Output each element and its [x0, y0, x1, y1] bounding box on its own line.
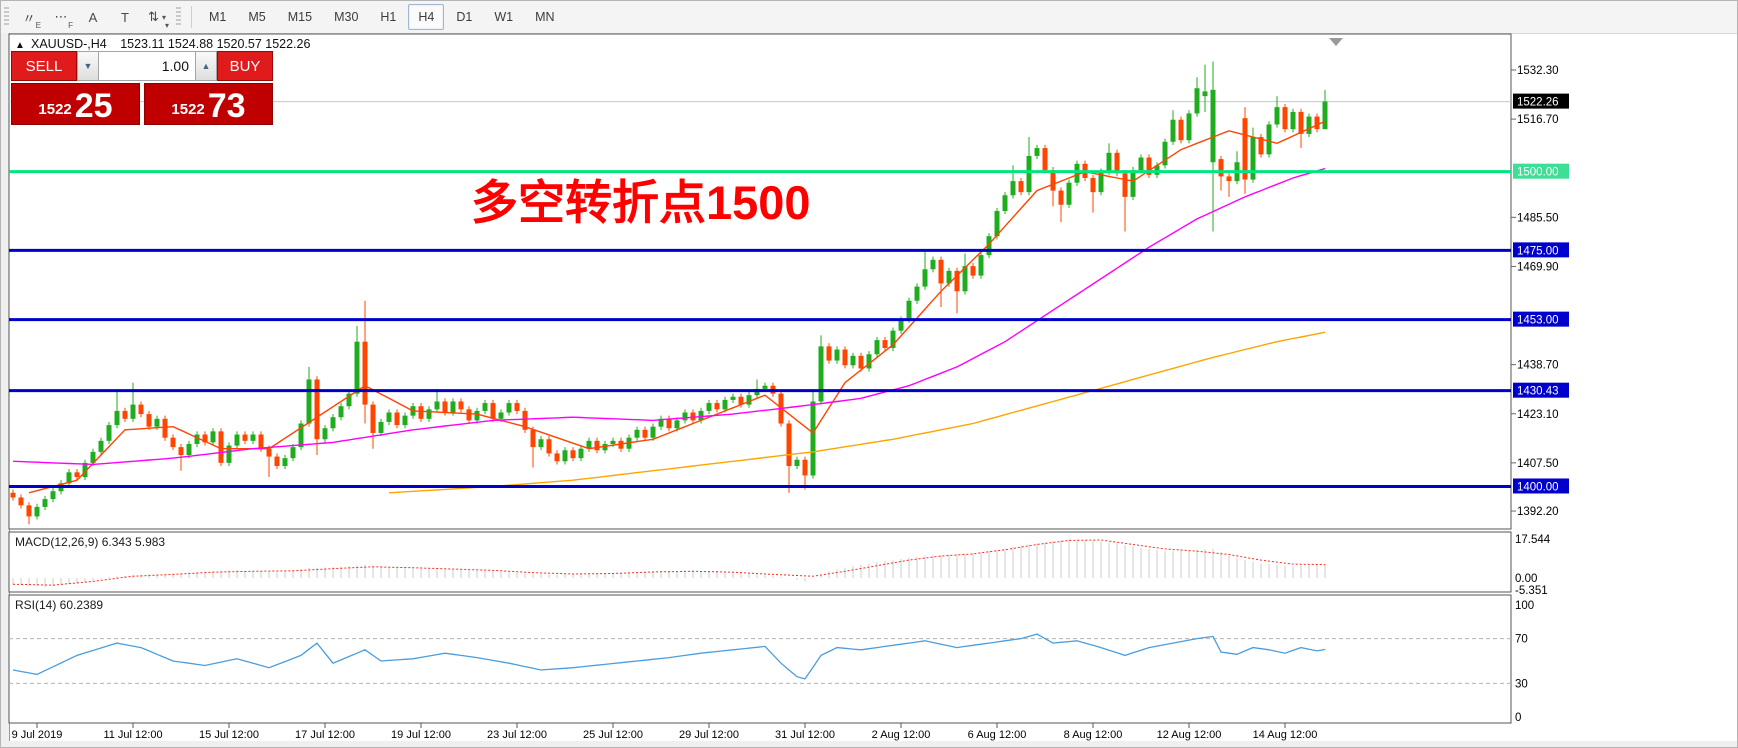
- toolbar-separator: [191, 6, 192, 28]
- ma-fast-line: [28, 120, 1326, 494]
- horizontal-level-lines[interactable]: [9, 170, 1511, 488]
- svg-text:9 Jul 2019: 9 Jul 2019: [12, 729, 63, 741]
- svg-text:70: 70: [1515, 634, 1528, 646]
- svg-text:23 Jul 12:00: 23 Jul 12:00: [487, 729, 547, 741]
- text-label-icon[interactable]: A: [88, 9, 98, 25]
- timeframe-button-group: M1 M5 M15 M30 H1 H4 D1 W1 MN: [198, 4, 566, 30]
- candlestick-series: [10, 61, 1328, 525]
- buy-price-pips: 73: [207, 86, 246, 125]
- window-bottom-frame: [1, 741, 1737, 747]
- expert-advisors-icon[interactable]: 〃 E: [22, 10, 41, 31]
- sell-button[interactable]: SELL: [11, 51, 77, 81]
- volume-decrease-button[interactable]: ▼: [77, 51, 99, 81]
- svg-text:19 Jul 12:00: 19 Jul 12:00: [391, 729, 451, 741]
- svg-text:12 Aug 12:00: 12 Aug 12:00: [1157, 729, 1222, 741]
- svg-text:1500.00: 1500.00: [1517, 167, 1559, 179]
- buy-price-base: 1522: [171, 101, 205, 118]
- arrow-tools-icon[interactable]: ⇅ ▾ ▾: [148, 9, 169, 30]
- svg-text:1400.00: 1400.00: [1517, 481, 1559, 493]
- svg-text:11 Jul 12:00: 11 Jul 12:00: [103, 729, 162, 741]
- volume-input[interactable]: [99, 51, 195, 81]
- timeframe-button-w1[interactable]: W1: [494, 10, 514, 24]
- svg-text:0: 0: [1515, 712, 1521, 724]
- timeframe-button-h1[interactable]: H1: [380, 10, 397, 24]
- timeframe-button-m1[interactable]: M1: [209, 10, 227, 24]
- buy-button[interactable]: BUY: [217, 51, 273, 81]
- svg-text:1423.10: 1423.10: [1517, 409, 1559, 421]
- svg-text:1438.70: 1438.70: [1517, 360, 1559, 372]
- chart-title: XAUUSD-,H4 1523.11 1524.88 1520.57 1522.…: [31, 37, 310, 51]
- svg-text:-5.351: -5.351: [1515, 585, 1548, 597]
- svg-text:30: 30: [1515, 678, 1528, 690]
- svg-text:1475.00: 1475.00: [1517, 245, 1559, 257]
- one-click-trading-panel: SELL ▼ ▲ BUY 1522 25 1522 73: [11, 51, 273, 125]
- chart-toolbar: 〃 E ⋯ F A T ⇅ ▾ ▾ M1 M5 M15 M30 H1 H4 D1 W1 MN: [1, 1, 1737, 34]
- timeframe-button-m30[interactable]: M30: [334, 10, 359, 24]
- svg-text:6 Aug 12:00: 6 Aug 12:00: [968, 729, 1027, 741]
- svg-text:8 Aug 12:00: 8 Aug 12:00: [1064, 729, 1123, 741]
- toolbar-grip[interactable]: [4, 7, 9, 27]
- svg-text:1453.00: 1453.00: [1517, 315, 1559, 327]
- timeframe-button-d1[interactable]: D1: [456, 10, 473, 24]
- svg-text:1430.43: 1430.43: [1517, 386, 1559, 398]
- sell-price-pips: 25: [74, 86, 113, 125]
- macd-indicator-label: MACD(12,26,9) 6.343 5.983: [15, 535, 165, 549]
- rsi-indicator-label: RSI(14) 60.2389: [15, 598, 103, 612]
- rsi-pane: 100 70 30 0: [9, 600, 1534, 724]
- moving-average-lines: [12, 120, 1326, 494]
- macd-pane: 17.544 0.00-5.351: [12, 534, 1551, 597]
- time-scale[interactable]: 9 Jul 2019 11 Jul 12:00 15 Jul 12:00 17 Jul…: [12, 723, 1318, 741]
- ma-slow-line: [388, 331, 1326, 494]
- price-scale[interactable]: 1532.30 1516.70 1485.50 1469.90 1438.70 1423.…: [1511, 65, 1569, 518]
- volume-increase-button[interactable]: ▲: [195, 51, 217, 81]
- svg-text:1516.70: 1516.70: [1517, 114, 1559, 126]
- svg-text:1392.20: 1392.20: [1517, 506, 1559, 518]
- svg-text:17.544: 17.544: [1515, 534, 1551, 546]
- rsi-line: [12, 633, 1326, 680]
- svg-text:1485.50: 1485.50: [1517, 212, 1559, 224]
- chart-shift-marker-icon[interactable]: [1329, 38, 1343, 46]
- chart-annotation-text: 多空转折点1500: [471, 176, 811, 229]
- svg-text:25 Jul 12:00: 25 Jul 12:00: [583, 729, 643, 741]
- svg-text:0.00: 0.00: [1515, 573, 1537, 585]
- svg-text:100: 100: [1515, 600, 1534, 612]
- svg-text:14 Aug 12:00: 14 Aug 12:00: [1253, 729, 1318, 741]
- text-box-icon[interactable]: T: [121, 9, 129, 25]
- timeframe-button-m5[interactable]: M5: [248, 10, 266, 24]
- svg-text:1469.90: 1469.90: [1517, 261, 1559, 273]
- svg-text:15 Jul 12:00: 15 Jul 12:00: [199, 729, 259, 741]
- svg-text:1532.30: 1532.30: [1517, 65, 1559, 77]
- drawing-tools-group: 〃 E ⋯ F A T ⇅ ▾ ▾: [13, 4, 173, 30]
- pane-borders: [8, 33, 1512, 724]
- macd-signal-line: [12, 539, 1326, 586]
- timeframe-button-mn[interactable]: MN: [535, 10, 555, 24]
- timeframe-button-m15[interactable]: M15: [287, 10, 313, 24]
- svg-text:1407.50: 1407.50: [1517, 458, 1559, 470]
- buy-price-display[interactable]: 1522 73: [144, 83, 273, 125]
- svg-text:29 Jul 12:00: 29 Jul 12:00: [679, 729, 739, 741]
- ma-medium-line: [12, 167, 1326, 466]
- svg-text:31 Jul 12:00: 31 Jul 12:00: [775, 729, 835, 741]
- sell-price-base: 1522: [38, 101, 72, 118]
- svg-text:1522.26: 1522.26: [1517, 97, 1559, 109]
- crosshair-grid-icon[interactable]: ⋯ F: [54, 9, 74, 30]
- timeframe-button-h4[interactable]: H4: [408, 4, 445, 30]
- svg-text:17 Jul 12:00: 17 Jul 12:00: [295, 729, 355, 741]
- svg-text:2 Aug 12:00: 2 Aug 12:00: [872, 729, 931, 741]
- toolbar-grip-2[interactable]: [176, 7, 181, 27]
- sell-price-display[interactable]: 1522 25: [11, 83, 140, 125]
- collapse-marker-icon[interactable]: ▲: [15, 40, 25, 51]
- chart-ohlc-readout: 1523.11 1524.88 1520.57 1522.26: [120, 37, 310, 51]
